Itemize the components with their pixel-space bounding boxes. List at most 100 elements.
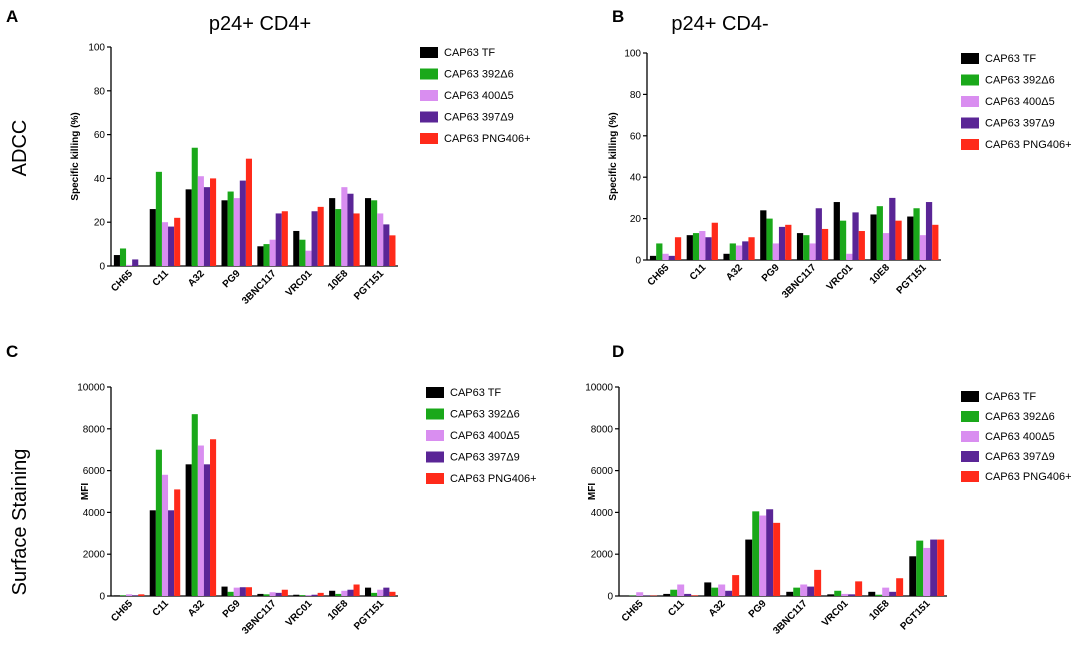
bar-ch65-series-3 [126, 594, 133, 596]
x-tick-label: 3BNC117 [240, 268, 279, 307]
x-tick-label: A32 [707, 598, 728, 619]
bar-vrc01-series-4 [848, 594, 856, 596]
bar-ch65-series-2 [119, 595, 127, 596]
legend-swatch [426, 473, 444, 484]
bar-pgt151-series-3 [919, 235, 926, 260]
legend-swatch [420, 133, 438, 144]
bar-10e8-series-1 [329, 590, 336, 596]
bar-c11-series-4 [705, 237, 712, 260]
x-tick-label: A32 [186, 598, 207, 619]
bar-vrc01-series-4 [311, 211, 318, 266]
bar-pg9-series-1 [221, 200, 228, 266]
bar-pg9-series-5 [773, 522, 781, 596]
x-tick-label: VRC01 [284, 268, 315, 299]
bar-vrc01-series-1 [293, 594, 300, 596]
y-tick-label: 100 [88, 43, 105, 54]
x-tick-label: CH65 [620, 598, 646, 624]
x-tick-label: C11 [688, 262, 709, 283]
bar-pg9-series-3 [233, 587, 240, 596]
x-tick-label: PG9 [221, 598, 243, 620]
legend-label: CAP63 TF [985, 53, 1036, 65]
bar-ch65-series-3 [636, 592, 644, 596]
bar-a32-series-1 [704, 582, 712, 596]
bar-pg9-series-2 [227, 591, 234, 596]
bar-a32-series-2 [729, 243, 736, 260]
legend-label: CAP63 400Δ5 [450, 430, 520, 442]
legend-swatch [961, 431, 979, 442]
y-axis-label: MFI [587, 483, 598, 500]
y-tick-label: 0 [635, 256, 641, 267]
bar-vrc01-series-3 [841, 593, 849, 596]
col-title-cd4neg: p24+ CD4- [671, 13, 768, 35]
legend-swatch [420, 47, 438, 58]
bar-a32-series-5 [748, 237, 755, 260]
bar-a32-series-3 [197, 176, 204, 266]
bar-pgt151-series-5 [389, 591, 396, 596]
bar-vrc01-series-4 [311, 594, 318, 596]
bar-ch65-series-1 [649, 255, 657, 260]
bar-pgt151-series-4 [925, 202, 933, 260]
x-tick-label: VRC01 [284, 598, 315, 629]
y-tick-label: 20 [630, 214, 642, 225]
bar-c11-series-3 [677, 584, 685, 596]
bar-pg9-series-5 [245, 587, 252, 596]
x-tick-label: PGT151 [352, 598, 386, 632]
x-tick-label: VRC01 [820, 598, 851, 629]
bar-3bnc117-series-1 [257, 246, 264, 266]
y-tick-label: 8000 [591, 424, 614, 435]
y-tick-label: 4000 [591, 508, 614, 519]
bar-a32-series-4 [742, 241, 749, 260]
legend-label: CAP63 PNG406+ [450, 473, 537, 485]
bar-3bnc117-series-5 [281, 211, 288, 266]
bar-3bnc117-series-5 [814, 569, 822, 596]
bar-pg9-series-2 [752, 511, 760, 596]
bar-10e8-series-5 [896, 578, 904, 596]
bar-pgt151-series-4 [383, 224, 390, 266]
legend-label: CAP63 PNG406+ [985, 471, 1072, 483]
bar-ch65-series-5 [138, 594, 145, 596]
bar-pgt151-series-3 [377, 213, 384, 266]
bar-pg9-series-3 [233, 198, 240, 266]
y-axis-label: Specific killing (%) [70, 112, 81, 200]
bar-3bnc117-series-1 [786, 591, 794, 596]
bar-vrc01-series-2 [299, 239, 306, 266]
bar-10e8-series-3 [341, 590, 348, 596]
legend-label: CAP63 400Δ5 [985, 96, 1055, 108]
legend-swatch [961, 411, 979, 422]
bar-3bnc117-series-4 [815, 208, 822, 260]
bar-3bnc117-series-2 [263, 244, 270, 266]
bar-vrc01-series-2 [299, 595, 306, 596]
bar-ch65-series-4 [132, 259, 139, 266]
bar-pg9-series-4 [766, 509, 774, 596]
y-tick-label: 4000 [83, 508, 106, 519]
bar-pgt151-series-3 [923, 547, 931, 596]
x-tick-label: 3BNC117 [780, 262, 819, 301]
legend-swatch [426, 387, 444, 398]
bar-c11-series-5 [174, 489, 181, 596]
bar-ch65-series-4 [132, 595, 139, 596]
panel-c-chart: 0 2000 4000 6000 8000 10000 MFI CH65 C11 A32 PG93B… [77, 383, 536, 637]
legend-swatch [420, 68, 438, 80]
x-tick-label: CH65 [109, 268, 135, 294]
legend-swatch [961, 96, 979, 107]
bar-a32-series-1 [185, 189, 192, 266]
bar-a32-series-5 [210, 178, 217, 266]
legend-swatch [426, 430, 444, 441]
bar-10e8-series-3 [882, 233, 890, 260]
legend-label: CAP63 TF [450, 387, 501, 399]
bar-c11-series-2 [692, 233, 700, 260]
panel-letter-b: B [612, 7, 624, 26]
x-tick-label: PG9 [760, 262, 782, 284]
bar-pg9-series-4 [239, 180, 246, 266]
bar-c11-series-2 [155, 449, 162, 596]
y-axis-label: MFI [80, 483, 91, 500]
panel-a-chart: 0 20 40 60 80 100 Specific killing (%) CH65 C11 A… [70, 43, 531, 307]
bar-c11-series-2 [670, 589, 678, 596]
bar-a32-series-3 [197, 445, 204, 596]
bar-3bnc117-series-3 [269, 592, 276, 596]
bar-c11-series-2 [155, 171, 162, 266]
bar-c11-series-1 [663, 593, 671, 596]
x-tick-label: A32 [186, 268, 207, 289]
legend-swatch [426, 451, 444, 463]
bar-ch65-series-2 [656, 243, 663, 260]
